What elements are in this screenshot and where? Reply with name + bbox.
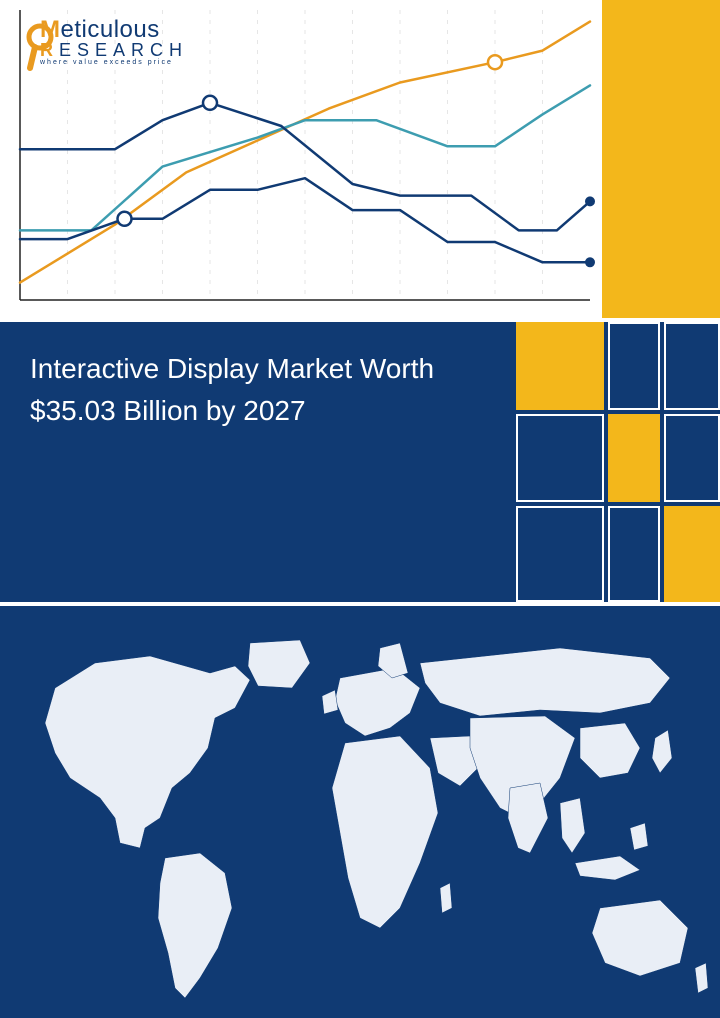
page-root: Meticulous RESEARCH where value exceeds … [0, 0, 720, 1018]
world-map [0, 618, 720, 1018]
decor-square [608, 322, 660, 410]
logo-tagline: where value exceeds price [40, 59, 188, 66]
title-band: Interactive Display Market Worth $35.03 … [0, 322, 720, 602]
decor-square [608, 414, 660, 502]
chart-panel: Meticulous RESEARCH where value exceeds … [0, 0, 600, 320]
decor-square [516, 322, 604, 410]
magnifier-icon [22, 22, 58, 74]
logo-line2: RESEARCH [40, 40, 188, 61]
decor-square [516, 414, 604, 502]
decor-block-top-right [602, 0, 720, 318]
company-logo: Meticulous RESEARCH where value exceeds … [40, 16, 188, 66]
decor-square [664, 322, 720, 410]
decor-square [664, 414, 720, 502]
decor-square [608, 506, 660, 602]
world-map-panel [0, 606, 720, 1018]
decor-square [664, 506, 720, 602]
decor-grid [0, 322, 720, 602]
decor-square [516, 506, 604, 602]
